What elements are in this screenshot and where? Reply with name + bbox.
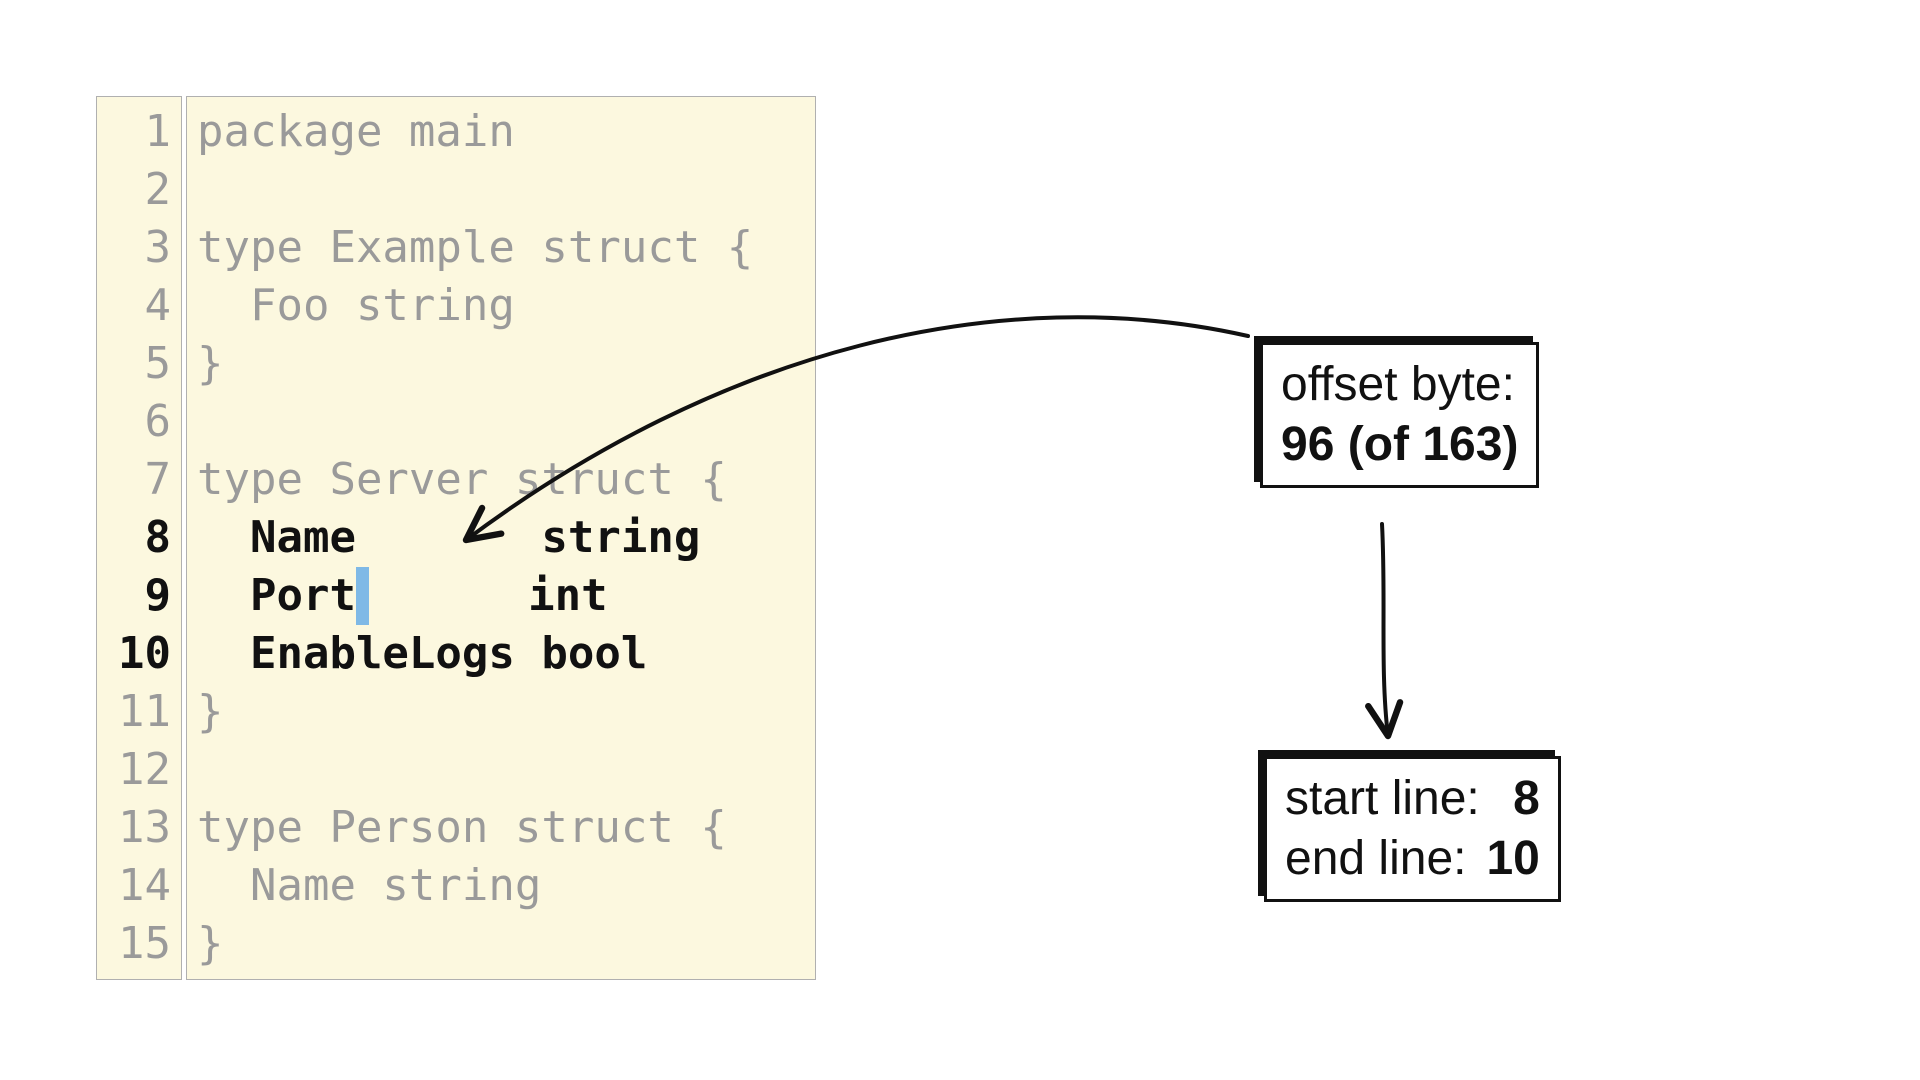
line-number: 7 xyxy=(103,451,171,509)
code-line: Name string xyxy=(197,509,801,567)
diagram-stage: 123456789101112131415 package main type … xyxy=(0,0,1920,1080)
code-line: type Server struct { xyxy=(197,451,801,509)
code-line xyxy=(197,741,801,799)
offset-byte-box: offset byte: 96 (of 163) xyxy=(1260,342,1539,488)
text-cursor xyxy=(356,567,369,625)
code-line: } xyxy=(197,915,801,973)
arrow-to-range-box xyxy=(1382,524,1388,736)
line-number: 1 xyxy=(103,103,171,161)
line-number: 4 xyxy=(103,277,171,335)
line-number: 6 xyxy=(103,393,171,451)
code-line xyxy=(197,393,801,451)
code-editor: 123456789101112131415 package main type … xyxy=(96,96,816,980)
code-line xyxy=(197,161,801,219)
code-line: package main xyxy=(197,103,801,161)
line-number: 11 xyxy=(103,683,171,741)
end-line-label: end line: xyxy=(1285,829,1466,889)
code-line: Port int xyxy=(197,567,801,625)
line-number: 9 xyxy=(103,567,171,625)
code-line: Name string xyxy=(197,857,801,915)
line-number-gutter: 123456789101112131415 xyxy=(96,96,182,980)
line-range-box: start line: 8 end line: 10 xyxy=(1264,756,1561,902)
line-number: 2 xyxy=(103,161,171,219)
code-line: Foo string xyxy=(197,277,801,335)
code-line: } xyxy=(197,683,801,741)
code-pane: package main type Example struct { Foo s… xyxy=(186,96,816,980)
line-number: 10 xyxy=(103,625,171,683)
line-number: 3 xyxy=(103,219,171,277)
line-number: 8 xyxy=(103,509,171,567)
offset-value: 96 (of 163) xyxy=(1281,415,1518,475)
line-number: 13 xyxy=(103,799,171,857)
line-number: 14 xyxy=(103,857,171,915)
end-line-value: 10 xyxy=(1486,829,1539,889)
code-line: EnableLogs bool xyxy=(197,625,801,683)
offset-label: offset byte: xyxy=(1281,355,1518,415)
line-number: 5 xyxy=(103,335,171,393)
line-number: 15 xyxy=(103,915,171,973)
start-line-value: 8 xyxy=(1513,769,1540,829)
start-line-label: start line: xyxy=(1285,769,1480,829)
code-line: type Person struct { xyxy=(197,799,801,857)
line-number: 12 xyxy=(103,741,171,799)
code-line: type Example struct { xyxy=(197,219,801,277)
code-line: } xyxy=(197,335,801,393)
